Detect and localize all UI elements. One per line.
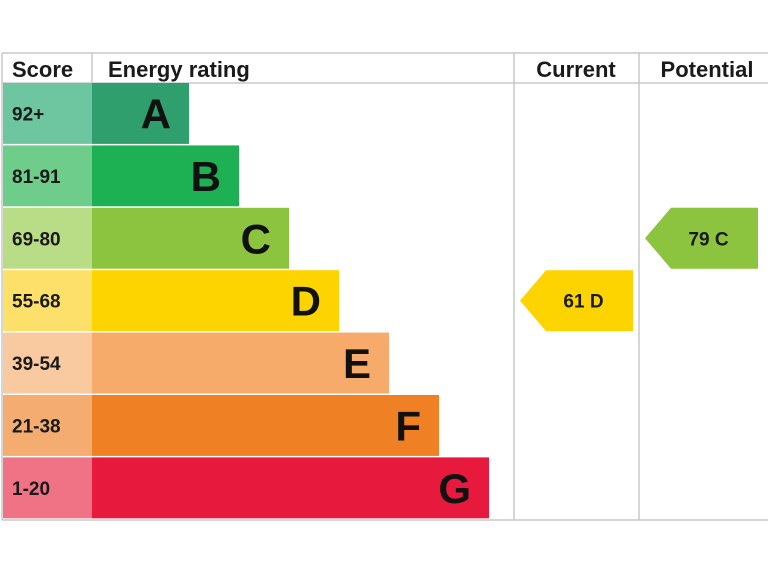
score-label-c: 69-80: [12, 229, 61, 250]
score-cell-c: [3, 207, 92, 269]
band-bar-f: [92, 395, 439, 456]
band-bar-g: [92, 457, 489, 519]
band-letter-g: G: [438, 465, 471, 512]
potential-rating-label: 79 C: [688, 229, 728, 250]
score-cell-e: [3, 332, 92, 394]
score-label-g: 1-20: [12, 479, 50, 500]
band-bar-c: [92, 207, 289, 269]
score-cell-b: [3, 145, 92, 207]
score-label-e: 39-54: [12, 354, 61, 375]
score-cell-f: [3, 395, 92, 456]
band-bar-e: [92, 332, 389, 394]
score-cell-a: [3, 83, 92, 144]
band-letter-c: C: [241, 215, 271, 262]
rating-bands: 92+ A 81-91 B 69-80 C 55-68 D 39-54 E 21-38 F 1-20 G: [3, 83, 489, 519]
band-letter-d: D: [291, 278, 321, 325]
band-bar-b: [92, 145, 239, 207]
score-label-d: 55-68: [12, 292, 61, 313]
header-score: Score: [12, 57, 73, 82]
score-label-b: 81-91: [12, 167, 61, 188]
potential-arrow: [645, 207, 758, 269]
score-label-a: 92+: [12, 104, 44, 125]
score-cell-g: [3, 457, 92, 519]
score-cell-d: [3, 270, 92, 332]
band-letter-a: A: [141, 90, 171, 137]
score-label-f: 21-38: [12, 416, 61, 437]
band-letter-e: E: [343, 340, 371, 387]
current-arrow: [520, 270, 633, 332]
band-bar-d: [92, 270, 339, 332]
current-rating-label: 61 D: [563, 292, 603, 313]
band-bar-a: [92, 83, 189, 144]
header-current: Current: [536, 57, 616, 82]
header-potential: Potential: [661, 57, 754, 82]
band-letter-f: F: [395, 402, 421, 449]
rating-arrows: 61 D 79 C: [520, 207, 758, 332]
band-letter-b: B: [191, 153, 221, 200]
header-energy-rating: Energy rating: [108, 57, 250, 82]
